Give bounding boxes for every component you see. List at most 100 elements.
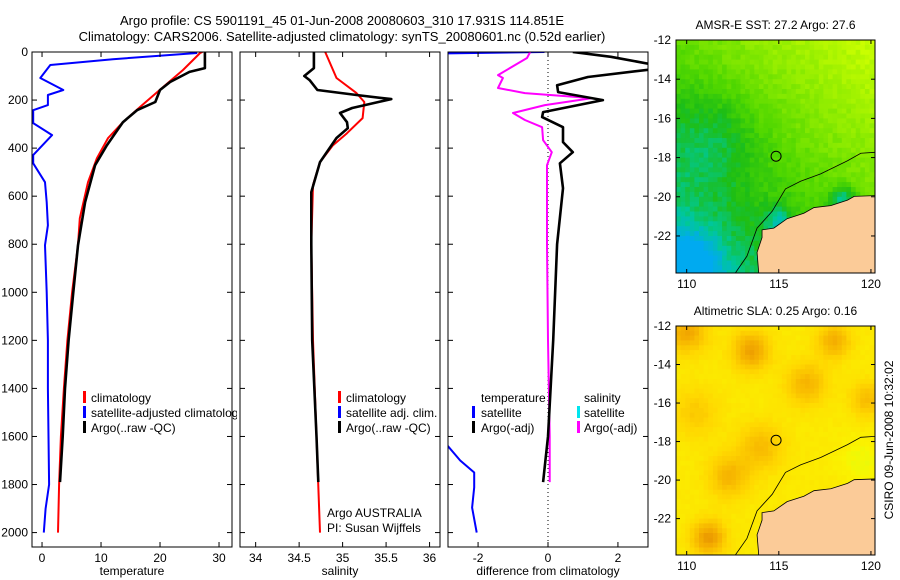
map-cell xyxy=(676,451,682,457)
map-cell xyxy=(758,98,765,105)
map-cell xyxy=(731,451,737,457)
map-cell xyxy=(740,236,746,242)
map-cell xyxy=(809,113,815,119)
map-cell xyxy=(699,470,705,476)
map-cell xyxy=(809,49,815,56)
map-cell xyxy=(685,484,691,491)
map-cell xyxy=(745,240,751,247)
map-cell xyxy=(860,59,866,66)
map-cell xyxy=(768,422,774,428)
map-cell xyxy=(851,330,857,337)
map-cell xyxy=(814,196,820,203)
map-cell xyxy=(740,108,746,115)
map-cell xyxy=(717,133,723,139)
map-cell xyxy=(800,49,806,56)
map-cell xyxy=(800,123,806,129)
map-cell xyxy=(823,54,829,61)
map-cell xyxy=(791,393,797,399)
map-cell xyxy=(809,451,815,457)
map-cell xyxy=(818,460,824,467)
map-cell xyxy=(786,59,792,66)
map-cell xyxy=(758,480,765,486)
map-cell xyxy=(860,138,866,144)
map-cell xyxy=(864,167,871,173)
map-cell xyxy=(735,489,742,496)
map-cell xyxy=(781,379,788,385)
map-cell xyxy=(777,379,783,385)
map-cell xyxy=(869,108,875,115)
map-cell xyxy=(708,345,714,351)
map-cell xyxy=(841,393,847,399)
map-cell xyxy=(805,118,811,124)
map-cell xyxy=(855,465,861,471)
map-cell xyxy=(823,354,829,361)
map-cell xyxy=(717,417,723,423)
map-cell xyxy=(768,345,774,351)
map-cell xyxy=(758,446,765,452)
map-cell xyxy=(685,412,691,419)
map-cell xyxy=(712,330,719,337)
map-cell xyxy=(832,340,838,346)
map-cell xyxy=(846,326,852,332)
map-cell xyxy=(676,417,682,423)
map-cell xyxy=(731,59,737,66)
map-cell xyxy=(832,177,838,183)
map-cell xyxy=(772,182,778,188)
legend-label: satellite-adjusted climatology xyxy=(91,406,244,420)
map-cell xyxy=(689,388,695,394)
map-cell xyxy=(791,172,797,178)
map-cell xyxy=(740,441,746,447)
map-cell xyxy=(841,59,847,66)
map-cell xyxy=(680,383,686,390)
map-cell xyxy=(731,162,737,168)
map-cell xyxy=(703,196,709,203)
legend-header: temperature xyxy=(481,391,546,405)
map-cell xyxy=(703,123,709,129)
map-cell xyxy=(717,216,723,222)
map-cell xyxy=(837,152,843,159)
map-cell xyxy=(777,412,783,419)
map-cell xyxy=(731,422,737,428)
map-cell xyxy=(699,182,705,188)
map-cell xyxy=(731,359,737,366)
map-cell xyxy=(791,206,797,213)
map-cell xyxy=(805,484,811,491)
map-cell xyxy=(685,84,691,90)
legend-label: Argo(-adj) xyxy=(584,421,637,435)
map-cell xyxy=(722,64,728,70)
map-cell xyxy=(805,388,811,394)
map-cell xyxy=(823,340,829,346)
map-cell xyxy=(722,523,728,529)
map-cell xyxy=(864,417,871,423)
map-cell xyxy=(818,480,824,486)
map-cell xyxy=(731,379,737,385)
map-cell xyxy=(791,79,797,85)
map-cell xyxy=(703,133,709,139)
map-cell xyxy=(772,441,778,447)
map-cell xyxy=(841,74,847,80)
lat-tick-label: -12 xyxy=(654,33,672,47)
legend-label: Argo(-adj) xyxy=(481,421,534,435)
map-cell xyxy=(717,265,723,271)
map-cell xyxy=(680,250,686,257)
map-cell xyxy=(708,236,714,242)
map-cell xyxy=(814,157,820,164)
map-cell xyxy=(708,59,714,66)
map-cell xyxy=(818,330,824,337)
map-cell xyxy=(823,330,829,337)
map-cell xyxy=(781,335,788,341)
map-cell xyxy=(864,147,871,154)
map-cell xyxy=(818,436,824,443)
map-cell xyxy=(735,451,742,457)
map-cell xyxy=(864,187,871,193)
map-cell xyxy=(781,359,788,366)
map-cell xyxy=(823,64,829,70)
map-cell xyxy=(708,465,714,471)
map-cell xyxy=(768,59,774,66)
map-cell xyxy=(768,456,774,462)
map-cell xyxy=(685,518,691,524)
map-cell xyxy=(869,182,875,188)
map-cell xyxy=(745,528,751,534)
map-cell xyxy=(786,84,792,90)
map-cell xyxy=(828,49,834,56)
